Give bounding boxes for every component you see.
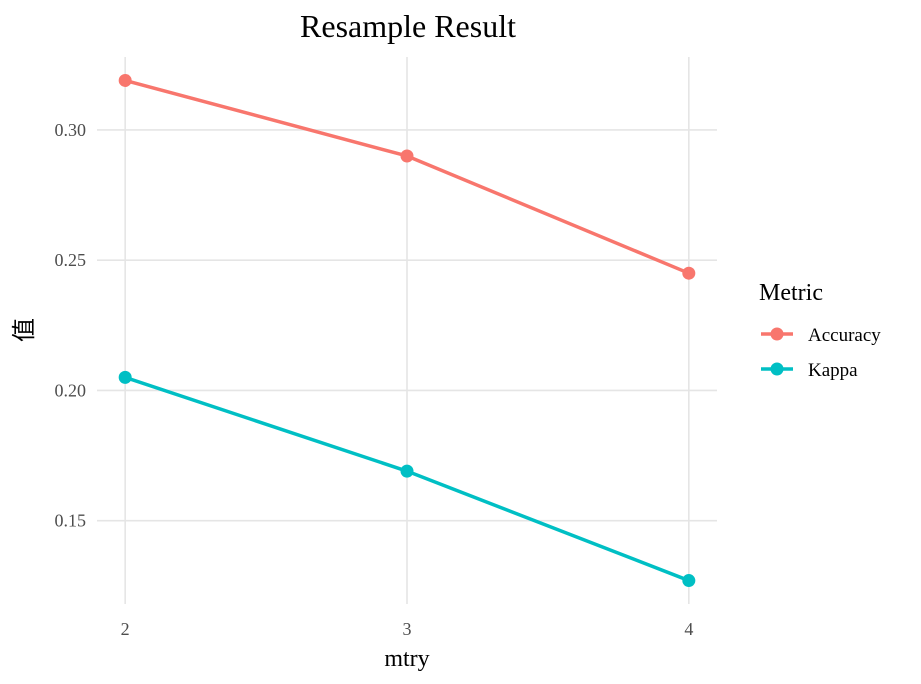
- y-tick-label: 0.25: [55, 250, 87, 270]
- legend-key-point: [770, 362, 784, 376]
- legend-label: Kappa: [808, 360, 858, 381]
- axis-ticks: 0.15 0.20 0.25 0.30 2 3 4: [55, 120, 694, 639]
- data-point: [118, 73, 132, 87]
- series-kappa: [118, 370, 696, 588]
- y-tick-label: 0.15: [55, 511, 87, 531]
- x-tick-label: 3: [403, 619, 412, 639]
- x-axis-title: mtry: [384, 646, 429, 672]
- x-tick-label: 4: [684, 619, 693, 639]
- series-layer: [118, 73, 696, 588]
- x-tick-label: 2: [121, 619, 130, 639]
- data-point: [400, 149, 414, 163]
- grid: [97, 57, 717, 604]
- legend-title: Metric: [759, 280, 823, 306]
- data-point: [400, 464, 414, 478]
- data-point: [118, 370, 132, 384]
- legend-item-accuracy: Accuracy: [761, 325, 881, 346]
- legend-label: Accuracy: [808, 325, 881, 346]
- y-tick-label: 0.20: [55, 380, 87, 400]
- y-tick-label: 0.30: [55, 120, 87, 140]
- data-point: [682, 266, 696, 280]
- legend-key-point: [770, 327, 784, 341]
- data-point: [682, 574, 696, 588]
- y-axis-title: 值: [11, 318, 38, 342]
- chart-title: Resample Result: [300, 8, 516, 44]
- legend-item-kappa: Kappa: [761, 360, 858, 381]
- series-accuracy: [118, 73, 696, 280]
- legend: Metric Accuracy Kappa: [759, 280, 881, 381]
